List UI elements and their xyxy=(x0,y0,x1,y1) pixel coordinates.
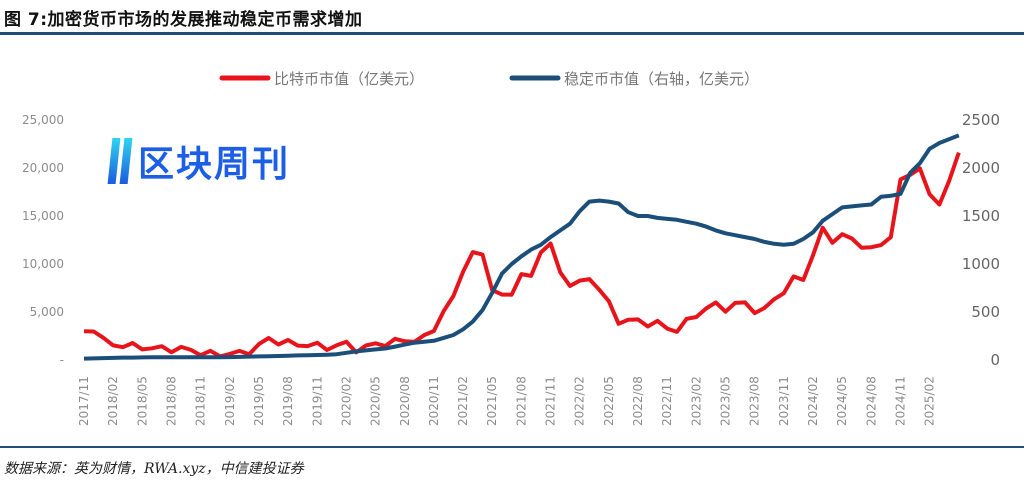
watermark-text: 区块周刊 xyxy=(138,144,291,185)
legend-label-0: 比特币市值（亿美元） xyxy=(274,70,424,88)
chart: - 5,000 10,000 15,000 20,000 25,000 0 500 1000 15… xyxy=(22,70,1000,426)
x-axis-tick: 2019/11 xyxy=(310,376,324,426)
stablecoin-market-cap-line xyxy=(83,133,960,361)
x-axis-tick: 2024/11 xyxy=(893,376,907,426)
x-axis-tick: 2022/11 xyxy=(660,376,674,426)
x-axis-tick: 2017/11 xyxy=(77,376,91,426)
bitcoin-market-cap-line xyxy=(83,151,961,359)
x-axis-tick: 2019/05 xyxy=(252,376,266,426)
left-axis-tick: 25,000 xyxy=(22,113,64,127)
x-axis-tick: 2023/02 xyxy=(689,376,703,426)
x-axis-tick: 2022/08 xyxy=(631,376,645,426)
x-axis-tick: 2021/02 xyxy=(456,376,470,426)
left-axis-tick: - xyxy=(60,353,64,367)
watermark-logo: 区块周刊 xyxy=(107,135,291,187)
x-axis-tick: 2024/08 xyxy=(864,376,878,426)
x-axis-tick: 2019/02 xyxy=(223,376,237,426)
x-axis-tick: 2020/02 xyxy=(339,376,353,426)
right-axis-tick: 1500 xyxy=(962,207,1000,225)
watermark-bars-icon xyxy=(107,138,133,184)
source-note: 数据来源：英为财情，RWA.xyz，中信建投证券 xyxy=(4,461,304,477)
bottom-divider xyxy=(0,446,1024,448)
x-axis-tick: 2022/05 xyxy=(602,376,616,426)
top-divider xyxy=(0,32,1024,35)
right-axis-tick: 0 xyxy=(990,351,1000,369)
left-axis-tick: 20,000 xyxy=(22,161,64,175)
right-axis-tick: 2500 xyxy=(962,111,1000,129)
x-axis-tick: 2021/11 xyxy=(544,376,558,426)
x-axis-tick: 2019/08 xyxy=(281,376,295,426)
x-axis-tick: 2024/02 xyxy=(806,376,820,426)
right-axis-tick: 2000 xyxy=(962,159,1000,177)
left-axis-tick: 10,000 xyxy=(22,257,64,271)
legend-label-1: 稳定币市值（右轴，亿美元） xyxy=(564,70,759,88)
left-axis-tick: 15,000 xyxy=(22,209,64,223)
figure-title: 图 7:加密货币市场的发展推动稳定币需求增加 xyxy=(4,10,363,30)
right-axis-tick: 500 xyxy=(971,303,1000,321)
left-axis-tick: 5,000 xyxy=(30,305,64,319)
x-axis-tick: 2021/08 xyxy=(514,376,528,426)
x-axis-tick: 2020/05 xyxy=(369,376,383,426)
x-axis-tick: 2018/05 xyxy=(135,376,149,426)
x-axis-tick: 2020/11 xyxy=(427,376,441,426)
x-axis-tick: 2025/02 xyxy=(923,376,937,426)
x-axis-tick: 2021/05 xyxy=(485,376,499,426)
x-axis-tick: 2022/02 xyxy=(573,376,587,426)
right-axis-tick: 1000 xyxy=(962,255,1000,273)
x-axis-tick: 2018/11 xyxy=(194,376,208,426)
x-axis-tick: 2018/02 xyxy=(106,376,120,426)
x-axis-tick: 2023/05 xyxy=(719,376,733,426)
x-axis-tick: 2020/08 xyxy=(398,376,412,426)
x-axis-tick: 2023/11 xyxy=(777,376,791,426)
x-axis-tick: 2024/05 xyxy=(835,376,849,426)
x-axis-tick: 2023/08 xyxy=(748,376,762,426)
x-axis-tick: 2018/08 xyxy=(164,376,178,426)
